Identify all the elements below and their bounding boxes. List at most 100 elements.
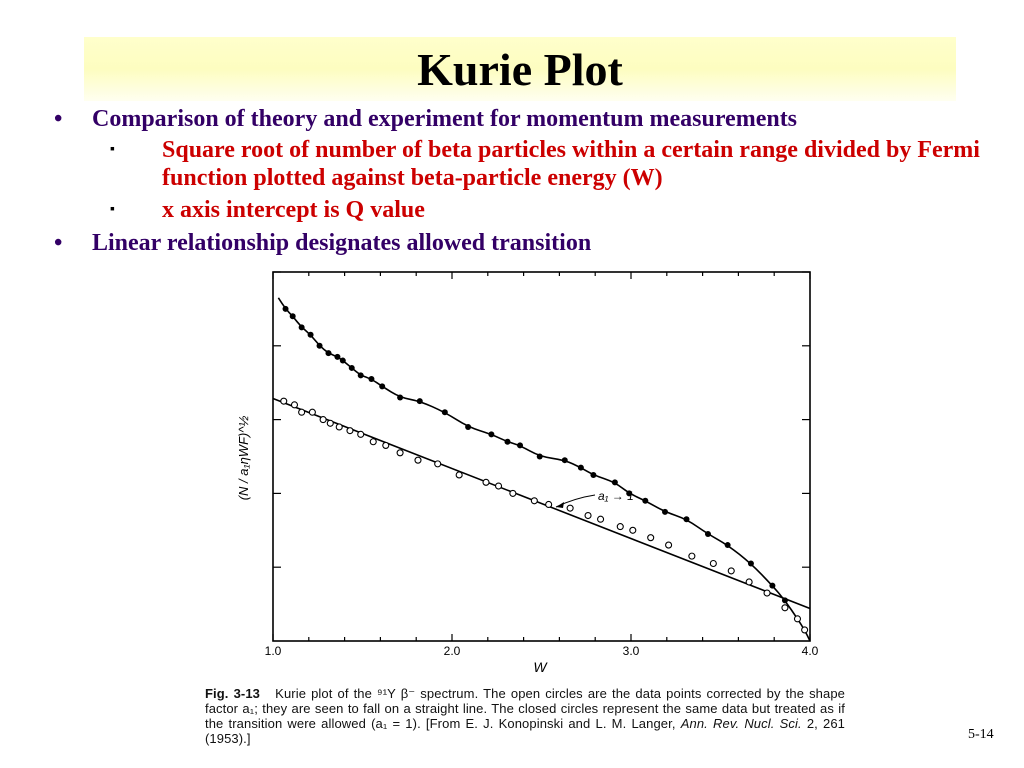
y-axis-label: (N / a₁ηWF)^½ [236, 416, 251, 501]
open-data-point [382, 441, 390, 449]
bullet-item: • Linear relationship designates allowed… [54, 228, 1004, 258]
filled-data-point [561, 457, 568, 464]
open-data-point [801, 626, 809, 634]
open-data-point [763, 589, 771, 597]
filled-data-point [662, 508, 669, 515]
slide-title: Kurie Plot [417, 44, 623, 95]
open-data-point [369, 438, 377, 446]
open-data-point [745, 578, 753, 586]
open-data-point [688, 552, 696, 560]
data-points [280, 305, 809, 634]
x-tick-label: 4.0 [802, 644, 819, 658]
open-data-point [280, 397, 288, 405]
filled-data-point [379, 383, 386, 390]
axis-labels: 1.0 2.0 3.0 4.0 W (N / a₁ηWF)^½ a₁ → 1 [236, 416, 819, 675]
filled-data-point [724, 542, 731, 549]
filled-data-point [517, 442, 524, 449]
filled-data-point [307, 331, 314, 338]
filled-data-point [590, 471, 597, 478]
open-data-point [357, 430, 365, 438]
filled-data-point [769, 582, 776, 589]
open-data-point [566, 504, 574, 512]
open-data-point [455, 471, 463, 479]
open-data-point [647, 534, 655, 542]
open-data-point [709, 559, 717, 568]
open-data-point [308, 408, 316, 416]
filled-data-point [683, 516, 690, 523]
bullet-list: • Comparison of theory and experiment fo… [54, 104, 1004, 260]
caption-text-1: Kurie plot of the ⁹¹Y β⁻ spectrum. The o… [205, 686, 846, 731]
filled-data-point [334, 353, 341, 360]
sub-bullet-marker: ▪ [110, 202, 115, 217]
filled-data-point [348, 364, 355, 371]
open-data-point [290, 401, 299, 409]
curve-annotation: a₁ → 1 [598, 489, 634, 503]
open-data-point [494, 482, 503, 490]
filled-data-point [488, 431, 495, 438]
filled-data-point [577, 464, 584, 471]
bullet-marker: • [54, 106, 63, 132]
filled-data-point [289, 313, 296, 320]
filled-data-point [642, 497, 649, 504]
open-data-point [298, 408, 306, 416]
filled-data-point [504, 438, 511, 445]
title-band: Kurie Plot [84, 37, 956, 101]
filled-data-point [536, 453, 543, 460]
open-data-point [727, 567, 735, 575]
x-tick-label: 1.0 [265, 644, 282, 658]
sub-bullet-item: ▪ Square root of number of beta particle… [54, 136, 1004, 192]
open-data-point [530, 497, 538, 505]
open-data-point [597, 515, 605, 523]
filled-data-point [611, 479, 618, 486]
filled-data-point [316, 342, 323, 349]
sub-bullet-text: Square root of number of beta particles … [162, 137, 980, 191]
bullet-text: Comparison of theory and experiment for … [92, 106, 798, 132]
open-data-point [434, 460, 442, 468]
open-data-point [584, 511, 592, 520]
open-data-point [665, 541, 673, 549]
fit-lines [272, 297, 811, 642]
filled-data-point [368, 376, 375, 383]
open-data-point [326, 419, 334, 427]
plot-axes [272, 271, 811, 642]
open-data-point [482, 478, 490, 486]
filled-data-point [465, 423, 472, 430]
caption-journal: Ann. Rev. Nucl. Sci. [680, 716, 802, 731]
filled-data-point [357, 372, 364, 379]
filled-data-point [441, 409, 448, 416]
sub-bullet-item: ▪ x axis intercept is Q value [54, 196, 1004, 224]
figure-caption: Fig. 3-13 Kurie plot of the ⁹¹Y β⁻ spect… [205, 686, 845, 746]
filled-data-point [416, 398, 423, 405]
bullet-marker: • [54, 230, 63, 256]
open-data-point [396, 449, 404, 457]
slide-number: 5-14 [968, 727, 994, 742]
annotation-arrowhead [556, 502, 564, 508]
filled-data-point [325, 350, 332, 357]
filled-data-point [626, 490, 633, 497]
sub-bullet-text: x axis intercept is Q value [162, 197, 425, 223]
filled-data-point [704, 530, 711, 537]
bullet-item: • Comparison of theory and experiment fo… [54, 104, 1004, 134]
filled-data-point [747, 560, 754, 567]
open-data-point [319, 416, 327, 424]
open-data-point [346, 427, 354, 435]
open-data-point [629, 526, 637, 534]
x-tick-label: 2.0 [444, 644, 461, 658]
x-tick-label: 3.0 [623, 644, 640, 658]
caption-text-2: 2, 261 (1953).] [205, 716, 846, 746]
sub-bullet-marker: ▪ [110, 142, 115, 157]
caption-fig-label: Fig. 3-13 [205, 686, 260, 701]
curved-fit-line [277, 297, 811, 642]
x-axis-label: W [533, 659, 548, 675]
plot-frame [272, 271, 811, 642]
filled-data-point [282, 305, 289, 312]
filled-data-point [298, 324, 305, 331]
filled-data-point [339, 357, 346, 364]
bullet-text: Linear relationship designates allowed t… [92, 230, 592, 256]
open-data-point [335, 423, 343, 431]
open-data-point [509, 489, 517, 497]
open-data-point [616, 523, 624, 531]
open-data-point [414, 456, 422, 464]
filled-data-point [397, 394, 404, 401]
